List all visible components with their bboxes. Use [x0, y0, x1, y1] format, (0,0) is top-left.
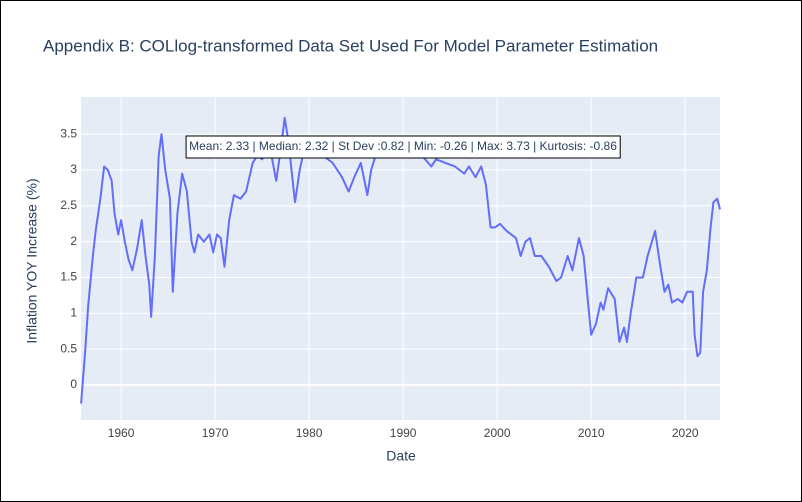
x-tick-label: 1980: [296, 426, 323, 440]
y-tick-label: 1.5: [60, 270, 77, 284]
x-tick-label: 2010: [578, 426, 605, 440]
y-tick-label: 3: [70, 162, 77, 176]
x-tick-label: 1970: [202, 426, 229, 440]
y-tick-label: 1: [70, 305, 77, 319]
annotation: Mean: 2.33 | Median: 2.32 | St Dev :0.82…: [185, 135, 621, 159]
x-axis-label: Date: [386, 448, 416, 464]
y-axis-label: Inflation YOY Increase (%): [24, 178, 40, 343]
y-tick-label: 2: [70, 234, 77, 248]
x-tick-label: 2000: [484, 426, 511, 440]
chart-title: Appendix B: COLlog-transformed Data Set …: [43, 36, 658, 55]
y-tick-label: 3.5: [60, 126, 77, 140]
y-tick-label: 0: [70, 377, 77, 391]
x-tick-label: 2020: [672, 426, 699, 440]
x-tick-label: 1990: [390, 426, 417, 440]
annotation-text: Mean: 2.33 | Median: 2.32 | St Dev :0.82…: [189, 139, 617, 153]
y-tick-label: 2.5: [60, 198, 77, 212]
annotation-box: [185, 135, 621, 159]
y-tick-label: 0.5: [60, 341, 77, 355]
x-tick-label: 1960: [108, 426, 135, 440]
